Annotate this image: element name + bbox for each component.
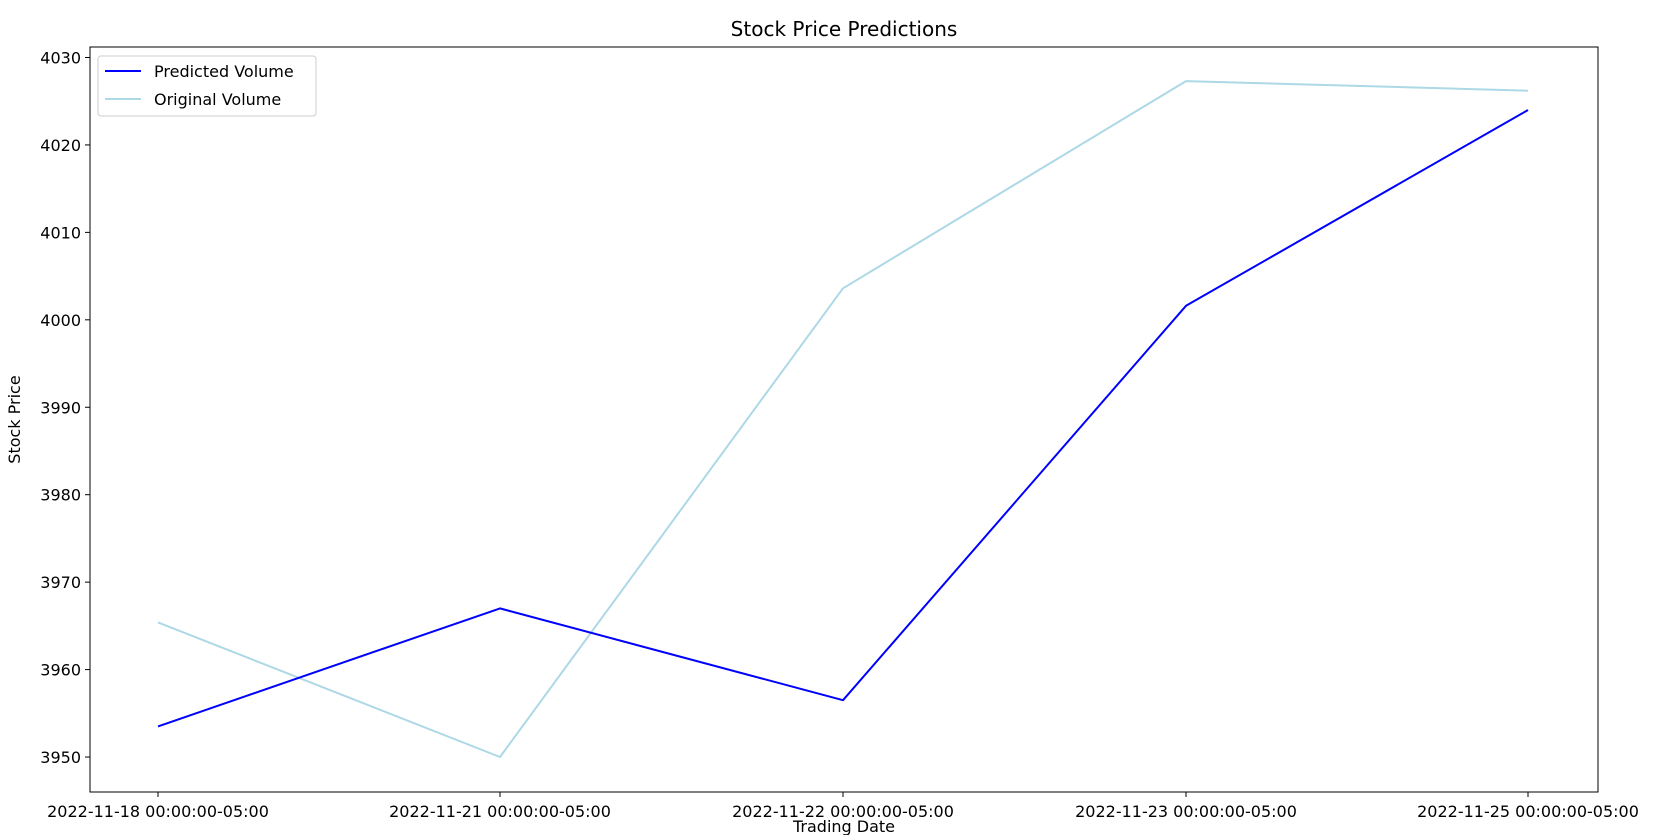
x-axis: 2022-11-18 00:00:00-05:00 2022-11-21 00:0… (47, 792, 1639, 821)
series-line-predicted-volume (157, 109, 1529, 728)
series-line-original-volume (157, 80, 1529, 758)
y-tick-label: 3960 (40, 661, 81, 680)
x-tick-label: 2022-11-22 00:00:00-05:00 (732, 802, 954, 821)
y-axis-label: Stock Price (5, 375, 24, 463)
x-tick-label: 2022-11-23 00:00:00-05:00 (1075, 802, 1297, 821)
y-tick-label: 4030 (40, 48, 81, 67)
x-tick-label: 2022-11-25 00:00:00-05:00 (1417, 802, 1639, 821)
series-layer (157, 80, 1529, 758)
y-tick-label: 3970 (40, 573, 81, 592)
x-tick-label: 2022-11-21 00:00:00-05:00 (389, 802, 611, 821)
legend: Predicted Volume Original Volume (97, 55, 317, 117)
legend-entry-label: Original Volume (154, 90, 281, 109)
legend-box (97, 55, 317, 117)
x-tick-label: 2022-11-18 00:00:00-05:00 (47, 802, 269, 821)
legend-entry-label: Predicted Volume (154, 62, 294, 81)
plot-area (89, 46, 1599, 793)
y-axis: 3950 3960 3970 3980 3990 4000 4010 4020 4030 (40, 48, 90, 767)
y-tick-label: 4010 (40, 223, 81, 242)
chart-title: Stock Price Predictions (731, 17, 958, 41)
y-tick-label: 4020 (40, 136, 81, 155)
y-tick-label: 3980 (40, 486, 81, 505)
y-tick-label: 3950 (40, 748, 81, 767)
x-axis-label: Trading Date (792, 817, 895, 835)
y-tick-label: 3990 (40, 398, 81, 417)
y-tick-label: 4000 (40, 311, 81, 330)
